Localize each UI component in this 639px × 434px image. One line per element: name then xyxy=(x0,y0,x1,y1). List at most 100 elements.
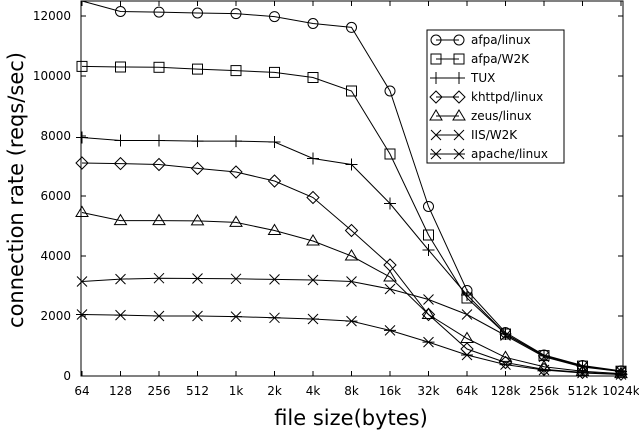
x-marker xyxy=(538,351,550,363)
y-tick-label: 0 xyxy=(63,369,71,383)
diamond-marker xyxy=(152,157,166,172)
triangle-marker xyxy=(75,205,89,217)
x-marker xyxy=(76,276,88,287)
x-marker xyxy=(115,273,126,285)
square-marker xyxy=(346,85,357,97)
triangle-marker xyxy=(429,109,443,121)
triangle-marker xyxy=(190,213,205,226)
x-marker xyxy=(153,272,165,284)
square-marker xyxy=(269,66,280,78)
series-line xyxy=(81,137,622,372)
y-tick-label: 2000 xyxy=(40,309,71,323)
asterisk-marker xyxy=(422,336,435,348)
y-tick-label: 8000 xyxy=(40,129,71,143)
diamond-marker xyxy=(421,307,436,322)
square-marker xyxy=(115,61,126,73)
triangle-marker xyxy=(460,331,474,343)
asterisk-marker xyxy=(230,311,242,322)
legend-entry: afpa/W2K xyxy=(430,52,530,66)
diamond-marker xyxy=(614,367,628,381)
x-tick-label: 128k xyxy=(491,384,521,398)
series-x xyxy=(76,272,627,377)
x-tick-label: 64k xyxy=(456,384,478,398)
circle-marker xyxy=(423,201,434,212)
x-marker xyxy=(230,273,242,285)
asterisk-marker xyxy=(453,148,465,160)
plus-marker xyxy=(153,134,165,147)
asterisk-marker xyxy=(307,313,319,325)
y-tick-label: 6000 xyxy=(40,189,71,203)
asterisk-marker xyxy=(76,309,88,320)
series-asterisk xyxy=(76,309,627,380)
plus-marker xyxy=(453,72,465,84)
diamond-marker xyxy=(113,156,128,171)
asterisk-marker xyxy=(615,369,627,380)
plus-marker xyxy=(307,152,319,165)
plus-marker xyxy=(268,136,281,148)
triangle-marker xyxy=(267,223,282,235)
x-marker xyxy=(269,274,280,285)
asterisk-marker xyxy=(268,312,281,324)
triangle-marker xyxy=(306,234,320,246)
legend: afpa/linux afpa/W2K TUX khttpd/linux zeus/li… xyxy=(426,29,565,164)
legend-entry: TUX xyxy=(430,71,495,85)
legend-label: IIS/W2K xyxy=(471,128,518,142)
square-marker xyxy=(307,72,319,83)
square-marker xyxy=(153,61,165,73)
circle-marker xyxy=(115,6,126,17)
plus-marker xyxy=(114,134,127,147)
triangle-marker xyxy=(113,213,128,226)
axis-ticks: 64 128 256 512 1k 2k 4k 8k 16k 32k 64k 128k 256k 512k… xyxy=(33,1,639,398)
x-marker xyxy=(192,273,203,284)
circle-marker xyxy=(430,34,442,46)
y-tick-label: 12000 xyxy=(33,9,71,23)
x-tick-label: 1k xyxy=(229,384,244,398)
legend-entry: IIS/W2K xyxy=(430,128,518,142)
series-plus xyxy=(76,131,627,378)
circle-marker xyxy=(384,85,396,97)
circle-marker xyxy=(453,34,465,46)
square-marker xyxy=(76,60,88,72)
plus-marker xyxy=(76,131,88,144)
asterisk-marker xyxy=(191,310,204,322)
x-tick-label: 512 xyxy=(186,384,209,398)
x-tick-label: 32k xyxy=(417,384,439,398)
legend-entry: zeus/linux xyxy=(429,109,532,123)
asterisk-marker xyxy=(576,367,589,379)
plus-marker xyxy=(230,135,242,148)
circle-marker xyxy=(269,11,280,23)
series-diamond xyxy=(75,156,628,381)
series-line xyxy=(81,0,622,372)
x-marker xyxy=(423,294,434,305)
x-axis-title: file size(bytes) xyxy=(274,406,428,430)
x-tick-label: 2k xyxy=(267,384,282,398)
circle-marker xyxy=(346,21,357,33)
plus-marker xyxy=(430,72,442,84)
y-tick-label: 4000 xyxy=(40,249,71,263)
x-tick-label: 1024k xyxy=(602,384,639,398)
legend-entry: apache/linux xyxy=(430,147,548,161)
square-marker xyxy=(430,53,442,65)
square-marker xyxy=(230,65,242,77)
legend-label: TUX xyxy=(470,71,495,85)
triangle-marker xyxy=(383,270,397,282)
legend-label: khttpd/linux xyxy=(471,90,543,104)
circle-marker xyxy=(230,8,242,20)
diamond-marker xyxy=(452,90,466,104)
triangle-marker xyxy=(421,307,436,319)
legend-entry: afpa/linux xyxy=(430,33,531,47)
diamond-marker xyxy=(75,156,89,170)
circle-marker xyxy=(192,7,203,19)
triangle-marker xyxy=(152,213,166,226)
series-line xyxy=(81,162,622,375)
x-marker xyxy=(346,276,357,287)
square-marker xyxy=(423,229,434,241)
x-tick-label: 64 xyxy=(74,384,89,398)
plus-marker xyxy=(191,135,204,148)
x-tick-label: 128 xyxy=(109,384,132,398)
circle-marker xyxy=(307,18,319,29)
asterisk-marker xyxy=(345,315,358,327)
diamond-marker xyxy=(306,190,320,205)
x-tick-label: 256 xyxy=(148,384,171,398)
